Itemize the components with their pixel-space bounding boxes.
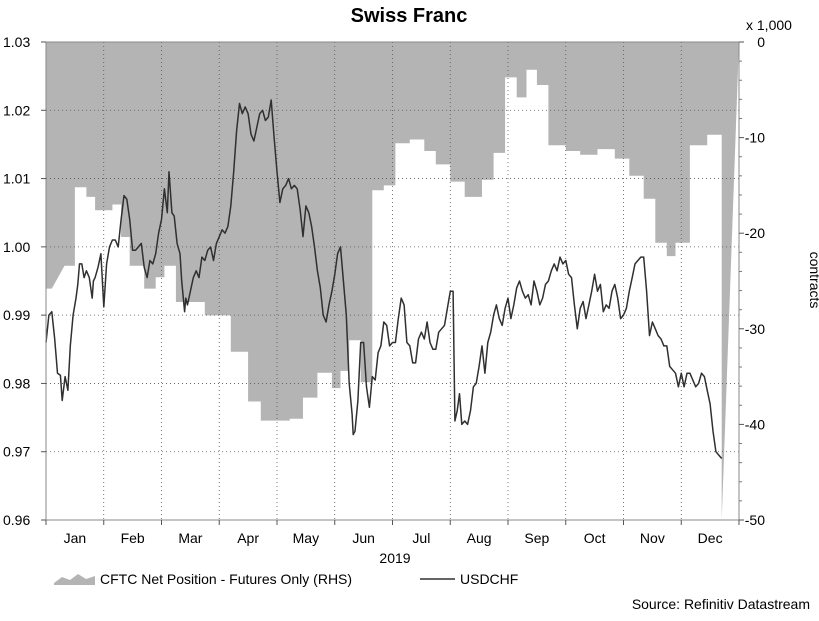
right-axis-label: contracts — [807, 252, 819, 309]
right-tick-label: -20 — [745, 225, 765, 241]
x-tick-label: Oct — [584, 530, 606, 546]
x-tick-label: Jul — [412, 530, 430, 546]
x-axis-label: 2019 — [379, 550, 410, 566]
left-tick-label: 0.97 — [3, 444, 30, 460]
legend-label-cftc: CFTC Net Position - Futures Only (RHS) — [100, 571, 352, 587]
left-axis-ticks: 0.96 0.97 0.98 0.99 1.00 1.01 1.02 1.03 — [3, 34, 46, 528]
x-tick-label: Jan — [64, 530, 87, 546]
source-note: Source: Refinitiv Datastream — [632, 596, 810, 612]
left-tick-label: 0.99 — [3, 307, 30, 323]
chart-title: Swiss Franc — [351, 5, 468, 27]
legend-area-swatch — [54, 574, 95, 585]
right-tick-label: -40 — [745, 416, 765, 432]
right-axis-multiplier: x 1,000 — [746, 17, 792, 33]
x-tick-label: Mar — [178, 530, 202, 546]
x-tick-label: May — [293, 530, 319, 546]
x-tick-label: Dec — [698, 530, 723, 546]
usdchf-line-layer — [45, 99, 723, 459]
right-tick-label: -50 — [745, 512, 765, 528]
usdchf-line — [45, 99, 723, 459]
x-tick-label: Jun — [352, 530, 375, 546]
x-tick-label: Aug — [467, 530, 492, 546]
cftc-area-layer — [46, 42, 739, 520]
right-tick-label: 0 — [757, 34, 765, 50]
right-axis-ticks: -50 -40 -30 -20 -10 0 — [739, 34, 765, 528]
left-tick-label: 1.00 — [3, 239, 30, 255]
x-tick-label: Sep — [524, 530, 549, 546]
x-axis-ticks: Jan Feb Mar Apr May Jun Jul Aug Sep Oct Nov Dec — [45, 520, 740, 546]
cftc-net-position-area — [46, 42, 739, 520]
left-tick-label: 1.03 — [3, 34, 30, 50]
legend-label-usdchf: USDCHF — [460, 571, 518, 587]
x-tick-label: Nov — [640, 530, 665, 546]
left-tick-label: 0.98 — [3, 375, 30, 391]
left-tick-label: 1.02 — [3, 102, 30, 118]
legend: CFTC Net Position - Futures Only (RHS) U… — [54, 571, 518, 587]
x-tick-label: Feb — [121, 530, 145, 546]
left-tick-label: 1.01 — [3, 171, 30, 187]
right-tick-label: -10 — [745, 130, 765, 146]
left-tick-label: 0.96 — [3, 512, 30, 528]
right-tick-label: -30 — [745, 321, 765, 337]
x-tick-label: Apr — [237, 530, 259, 546]
